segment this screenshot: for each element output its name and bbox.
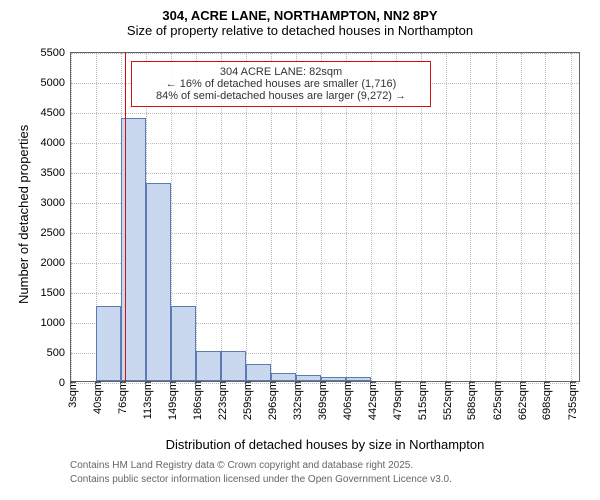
y-tick-label: 500 — [47, 347, 71, 359]
x-tick-label: 76sqm — [113, 381, 129, 414]
gridline-v — [71, 53, 72, 381]
reference-line — [125, 53, 126, 381]
plot-area: 0500100015002000250030003500400045005000… — [70, 52, 580, 382]
chart-subtitle: Size of property relative to detached ho… — [0, 23, 600, 38]
annotation-line: ← 16% of detached houses are smaller (1,… — [140, 78, 422, 90]
footer-line-1: Contains HM Land Registry data © Crown c… — [70, 460, 413, 471]
chart-container: 304, ACRE LANE, NORTHAMPTON, NN2 8PY Siz… — [0, 0, 600, 500]
x-tick-label: 735sqm — [563, 381, 579, 420]
x-tick-label: 552sqm — [438, 381, 454, 420]
histogram-bar — [271, 373, 296, 381]
gridline-h — [71, 143, 579, 144]
x-tick-label: 479sqm — [388, 381, 404, 420]
x-axis-label: Distribution of detached houses by size … — [70, 437, 580, 452]
histogram-bar — [96, 306, 121, 381]
y-tick-label: 5000 — [41, 77, 71, 89]
chart-title: 304, ACRE LANE, NORTHAMPTON, NN2 8PY — [0, 8, 600, 23]
x-tick-label: 332sqm — [288, 381, 304, 420]
histogram-bar — [196, 351, 221, 381]
x-tick-label: 698sqm — [537, 381, 553, 420]
y-axis-label: Number of detached properties — [16, 125, 31, 304]
x-tick-label: 625sqm — [488, 381, 504, 420]
x-tick-label: 662sqm — [513, 381, 529, 420]
x-tick-label: 369sqm — [313, 381, 329, 420]
x-tick-label: 296sqm — [263, 381, 279, 420]
x-tick-label: 113sqm — [138, 381, 154, 419]
histogram-bar — [221, 351, 246, 381]
y-tick-label: 3500 — [41, 167, 71, 179]
x-tick-label: 186sqm — [188, 381, 204, 420]
x-tick-label: 588sqm — [462, 381, 478, 420]
annotation-line: 84% of semi-detached houses are larger (… — [140, 90, 422, 102]
gridline-v — [496, 53, 497, 381]
histogram-bar — [321, 377, 346, 381]
annotation-box: 304 ACRE LANE: 82sqm← 16% of detached ho… — [131, 61, 431, 107]
x-tick-label: 406sqm — [338, 381, 354, 420]
y-tick-label: 1500 — [41, 287, 71, 299]
gridline-v — [521, 53, 522, 381]
x-tick-label: 223sqm — [213, 381, 229, 420]
footer-line-2: Contains public sector information licen… — [70, 474, 452, 485]
gridline-v — [545, 53, 546, 381]
x-tick-label: 515sqm — [413, 381, 429, 420]
y-tick-label: 4000 — [41, 137, 71, 149]
y-tick-label: 4500 — [41, 107, 71, 119]
histogram-bar — [346, 377, 371, 381]
y-tick-label: 2000 — [41, 257, 71, 269]
histogram-bar — [246, 364, 271, 381]
histogram-bar — [146, 183, 171, 381]
x-tick-label: 40sqm — [88, 381, 104, 414]
x-tick-label: 3sqm — [63, 381, 79, 408]
histogram-bar — [296, 375, 321, 381]
y-tick-label: 2500 — [41, 227, 71, 239]
y-tick-label: 5500 — [41, 47, 71, 59]
x-tick-label: 442sqm — [363, 381, 379, 420]
gridline-h — [71, 173, 579, 174]
gridline-h — [71, 113, 579, 114]
x-tick-label: 259sqm — [238, 381, 254, 420]
gridline-v — [470, 53, 471, 381]
histogram-bar — [171, 306, 196, 381]
y-tick-label: 1000 — [41, 317, 71, 329]
annotation-line: 304 ACRE LANE: 82sqm — [140, 66, 422, 78]
gridline-h — [71, 53, 579, 54]
gridline-v — [446, 53, 447, 381]
x-tick-label: 149sqm — [163, 381, 179, 420]
y-tick-label: 3000 — [41, 197, 71, 209]
gridline-v — [571, 53, 572, 381]
title-block: 304, ACRE LANE, NORTHAMPTON, NN2 8PY Siz… — [0, 0, 600, 38]
